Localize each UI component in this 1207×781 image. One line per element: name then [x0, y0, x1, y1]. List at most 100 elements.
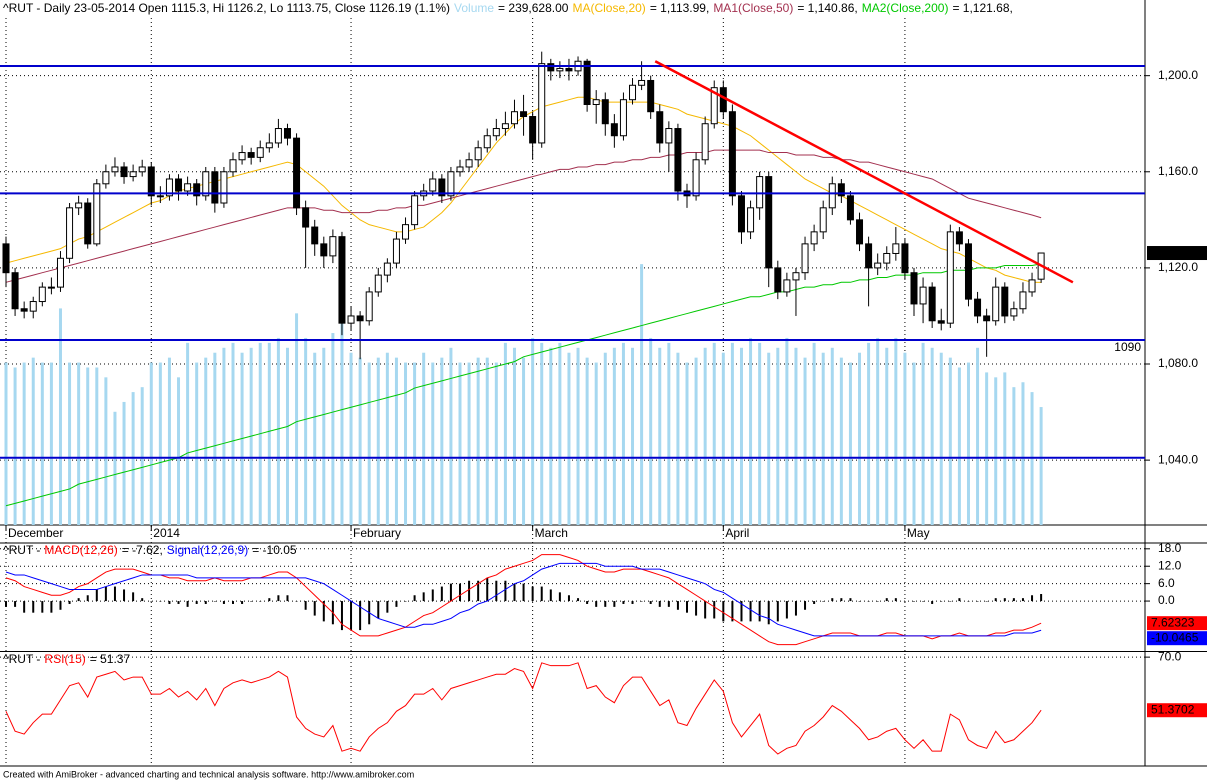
candle-body: [765, 176, 773, 269]
volume-bar: [812, 342, 816, 525]
volume-bar: [576, 347, 580, 525]
histogram-bar: [831, 598, 834, 602]
y-tick-label: 1,200.0: [1158, 68, 1198, 82]
candle-body: [837, 183, 845, 197]
candle-body: [202, 171, 210, 197]
histogram-bar: [477, 580, 480, 602]
legend-value: = 51.37: [90, 652, 131, 666]
candle-body: [656, 111, 664, 144]
candle-body: [583, 60, 591, 106]
volume-bar: [585, 357, 589, 525]
histogram-bar: [776, 601, 779, 622]
histogram-bar: [168, 601, 171, 604]
header-title: ^RUT - Daily 23-05-2014 Open 1115.3, Hi …: [3, 1, 450, 15]
volume-bar: [1039, 407, 1043, 525]
candle-body: [311, 226, 319, 245]
volume-bar: [285, 347, 289, 525]
histogram-bar: [159, 601, 162, 602]
legend-name: MACD(12,26): [44, 543, 117, 557]
panel-header: ^RUT - Daily 23-05-2014 Open 1115.3, Hi …: [3, 1, 1013, 15]
histogram-bar: [885, 598, 888, 602]
candle-body: [165, 178, 173, 197]
histogram-bar: [704, 601, 707, 619]
volume-bar: [948, 357, 952, 525]
candle-body: [629, 84, 637, 101]
volume-bar: [839, 357, 843, 525]
histogram-bar: [531, 586, 534, 602]
histogram-bar: [104, 586, 107, 602]
candle-body: [501, 123, 509, 130]
histogram-bar: [340, 601, 343, 631]
histogram-bar: [404, 601, 407, 602]
volume-bar: [485, 357, 489, 525]
volume-bar: [858, 352, 862, 525]
candle-body: [610, 123, 618, 137]
histogram-bar: [713, 601, 716, 619]
volume-bar: [549, 347, 553, 525]
x-tick-label: March: [535, 526, 568, 540]
histogram-bar: [1031, 595, 1034, 602]
candle-body: [810, 231, 818, 245]
volume-bar: [449, 347, 453, 525]
histogram-bar: [949, 601, 952, 602]
volume-bar: [376, 357, 380, 525]
volume-bar: [785, 337, 789, 525]
volume-bar: [149, 362, 153, 525]
candle-body: [56, 257, 64, 288]
candle-body: [901, 243, 909, 274]
candle-body: [992, 286, 1000, 322]
end-value-label: 51.3702: [1151, 702, 1195, 716]
candle-body: [84, 202, 92, 245]
histogram-bar: [77, 598, 80, 602]
histogram-bar: [686, 601, 688, 613]
histogram-bar: [186, 601, 189, 607]
footer: Created with AmiBroker - advanced charti…: [3, 769, 414, 779]
histogram-bar: [204, 601, 207, 604]
histogram-bar: [5, 601, 7, 607]
candle-body: [728, 111, 736, 197]
candle-body: [892, 243, 900, 254]
candle-body: [647, 79, 655, 113]
histogram-bar: [1040, 594, 1043, 602]
legend-name: MA1(Close,50): [713, 1, 793, 15]
volume-bar: [994, 377, 998, 525]
histogram-bar: [867, 601, 870, 602]
candle-body: [347, 315, 355, 324]
volume-bar: [522, 357, 526, 525]
candle-body: [955, 231, 963, 245]
candle-body: [638, 79, 646, 86]
volume-bar: [295, 313, 299, 525]
candle-body: [111, 166, 119, 173]
histogram-bar: [1021, 598, 1024, 602]
candle-body: [520, 111, 528, 118]
candle-body: [238, 152, 246, 161]
histogram-bar: [504, 580, 507, 602]
histogram-bar: [1003, 598, 1006, 602]
y-tick-label: 6.0: [1158, 576, 1175, 590]
histogram-bar: [495, 580, 498, 602]
volume-bar: [767, 352, 771, 525]
candle-body: [856, 219, 864, 245]
volume-bar: [985, 372, 989, 525]
histogram-bar: [822, 601, 825, 602]
candle-body: [946, 231, 954, 324]
candle-body: [1028, 279, 1036, 293]
panel-header: ^RUT - RSI(15) = 51.37: [3, 652, 130, 666]
volume-bar: [113, 411, 117, 525]
volume-bar: [957, 367, 961, 525]
volume-bar: [558, 342, 562, 525]
histogram-bar: [994, 598, 997, 602]
candle-body: [1001, 286, 1009, 317]
histogram-bar: [631, 601, 634, 604]
volume-bar: [422, 352, 426, 525]
y-tick-label: 1,080.0: [1158, 356, 1198, 370]
volume-bar: [204, 357, 208, 525]
histogram-bar: [213, 601, 216, 602]
histogram-bar: [804, 601, 807, 610]
histogram-bar: [59, 601, 62, 610]
series-line: [5, 149, 1042, 283]
end-value-label-box: [1147, 703, 1207, 718]
candle-body: [429, 178, 437, 192]
candle-body: [865, 243, 873, 269]
candle-body: [747, 207, 755, 233]
